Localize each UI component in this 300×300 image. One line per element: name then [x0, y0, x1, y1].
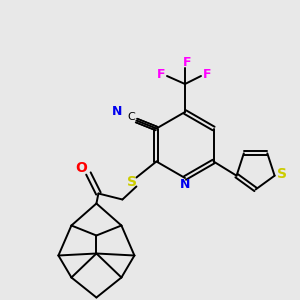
- Text: F: F: [157, 68, 165, 82]
- Text: C: C: [128, 112, 135, 122]
- Text: F: F: [203, 68, 211, 82]
- Text: S: S: [128, 176, 137, 190]
- Text: N: N: [180, 178, 190, 190]
- Text: F: F: [183, 56, 191, 70]
- Text: N: N: [112, 105, 123, 118]
- Text: O: O: [76, 160, 87, 175]
- Text: S: S: [277, 167, 286, 181]
